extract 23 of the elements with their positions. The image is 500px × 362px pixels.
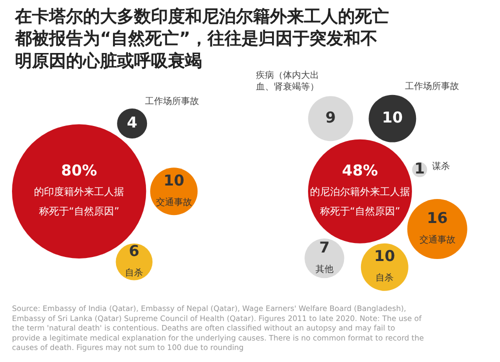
category-label: 工作场所事故: [405, 81, 459, 92]
data-label: 7: [319, 238, 330, 256]
category-label: 疾病（体内大出血、肾衰竭等）: [256, 70, 319, 93]
data-label: 80%: [61, 162, 98, 180]
data-label: 1: [414, 159, 425, 178]
category-label: 其他: [315, 264, 334, 275]
category-label: 工作场所事故: [145, 96, 199, 107]
data-label: 16: [426, 209, 448, 228]
data-label: 10: [382, 108, 403, 126]
category-label: 谋杀: [432, 161, 450, 172]
data-label: 10: [374, 247, 396, 266]
data-label: 9: [325, 108, 336, 126]
category-label: 自杀: [376, 272, 394, 284]
category-label: 交通事故: [156, 196, 192, 208]
category-label: 的尼泊尔籍外来工人据称死于“自然原因”: [310, 186, 410, 218]
data-label: 10: [163, 171, 184, 190]
category-label: 的印度籍外来工人据称死于“自然原因”: [34, 186, 124, 218]
data-label: 6: [128, 242, 140, 260]
category-label: 自杀: [125, 267, 144, 278]
text: 在卡塔尔的大多数印度和尼泊尔籍外来工人的死亡都被报告为“自然死亡”，往往是归因于突发和不明原因的心脏或呼吸衰竭: [14, 7, 389, 72]
data-label: 48%: [342, 162, 378, 180]
category-label: 交通事故: [419, 234, 456, 246]
data-label: 4: [126, 113, 138, 132]
